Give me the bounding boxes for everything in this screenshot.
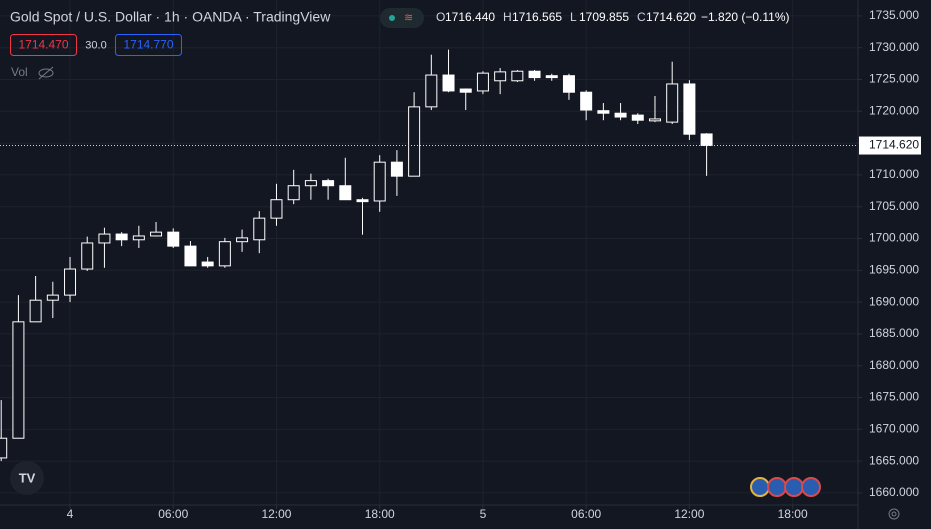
candle-body [597,110,610,114]
y-tick-label: 1660.000 [869,485,919,499]
tv-logo[interactable] [10,461,44,495]
axes: 1660.000 1665.000 1670.000 1675.000 1680.000… [67,8,921,521]
y-tick-label: 1680.000 [869,358,919,372]
y-tick-label: 1675.000 [869,390,919,404]
ohlc-key: C [637,10,646,24]
y-tick-label: 1670.000 [869,421,919,435]
status-dot [389,15,395,21]
y-tick-label: 1700.000 [869,231,919,245]
x-tick-label: 06:00 [158,507,188,521]
buy-box[interactable] [115,34,182,56]
candle-body [46,294,59,301]
candle-body [494,71,507,82]
candle-body [0,437,8,459]
candle-body [356,199,369,203]
tv-logo-mark: TV [19,470,36,485]
candle-body [408,106,421,177]
candle-body [12,321,25,439]
ask-price: 1714.770 [123,38,173,52]
last-price-box [859,136,921,155]
candle-body [253,217,266,241]
candle-body [287,185,300,201]
candle-body [459,88,472,93]
settings-icon[interactable] [888,508,900,520]
ohlc-value: 1714.620 [646,10,696,24]
candle-body [390,161,403,177]
candle-body [528,70,541,79]
x-tick-label: 12:00 [674,507,704,521]
market-status[interactable] [380,8,424,28]
x-tick-label: 12:00 [261,507,291,521]
candle-body [201,261,214,267]
candle-body [167,231,180,247]
ohlc-value: 1709.855 [579,10,629,24]
y-tick-label: 1730.000 [869,40,919,54]
candle-body [29,299,42,323]
x-tick-label: 4 [67,507,74,521]
status-icon: ≋ [404,12,413,24]
candle-body [64,268,77,296]
y-tick-label: 1665.000 [869,453,919,467]
candle-body [614,112,627,118]
candle-body [580,91,593,111]
ohlc-change: −1.820 (−0.11%) [701,10,790,24]
y-tick-label: 1685.000 [869,326,919,340]
ohlc-legend: O 1716.440 H 1716.565 L 1709.855 C 1714.620 −1.8… [436,10,790,24]
candle-body [270,199,283,219]
candle-body [115,233,128,241]
candle-body [442,74,455,92]
spread: 30.0 [85,39,106,51]
candle-body [545,75,558,79]
x-tick-label: 18:00 [365,507,395,521]
candle-body [98,233,111,244]
candle-body [304,180,317,187]
candle-body [132,235,145,241]
candles [0,49,858,462]
candle-body [666,83,679,123]
y-tick-label: 1695.000 [869,262,919,276]
y-tick-label: 1690.000 [869,294,919,308]
ohlc-key: L [570,10,577,24]
ohlc-key: H [503,10,512,24]
last-price-label: 1714.620 [869,138,919,152]
candle-body [562,75,575,93]
sell-box[interactable] [10,34,77,56]
candle-body [81,242,94,270]
ohlc-key: O [436,10,445,24]
candle-body [425,74,438,108]
candle-body [511,70,524,82]
y-tick-label: 1710.000 [869,167,919,181]
event-flags[interactable] [750,477,821,497]
y-tick-label: 1720.000 [869,103,919,117]
candle-body [700,133,713,147]
candle-body [184,245,197,267]
x-tick-label: 5 [480,507,487,521]
x-tick-label: 06:00 [571,507,601,521]
x-tick-label: 18:00 [778,507,808,521]
bid-price: 1714.470 [18,38,68,52]
candle-body [236,237,249,243]
y-tick-label: 1705.000 [869,199,919,213]
candle-body [150,231,163,237]
candle-body [476,72,489,92]
candle-body [218,241,231,267]
volume-label: Vol [11,65,28,79]
ohlc-value: 1716.440 [445,10,495,24]
y-tick-label: 1725.000 [869,72,919,86]
y-tick-label: 1735.000 [869,8,919,22]
candle-body [683,83,696,135]
candle-body [339,185,352,201]
candle-body [648,118,661,122]
candle-body [373,161,386,202]
ohlc-value: 1716.565 [512,10,562,24]
hide-volume-icon[interactable] [38,66,54,80]
symbol-title: Gold Spot / U.S. Dollar · 1h · OANDA · T… [10,9,331,25]
candle-body [631,114,644,121]
candle-body [322,180,335,187]
